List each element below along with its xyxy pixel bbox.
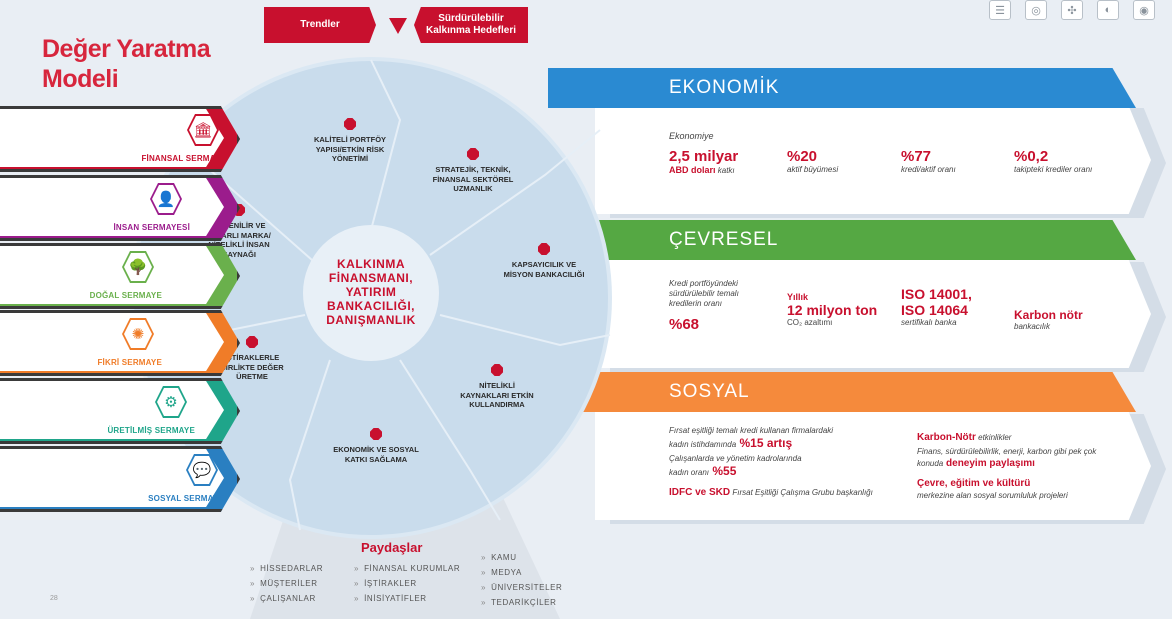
cevresel-d: Karbon nötr bankacılık [1014,308,1083,331]
sdg-button[interactable]: Sürdürülebilir Kalkınma Hedefleri [414,7,528,43]
sosyal-band: SOSYAL [548,372,1136,412]
page-title: Değer Yaratma Modeli [42,35,211,93]
compass-icon[interactable]: ◐ [1097,0,1119,20]
chat-icon: 💬 [186,454,218,486]
stakeholders-col1: » HİSSEDARLAR » MÜŞTERİLER » ÇALIŞANLAR [250,564,324,603]
dot-icon [370,428,382,440]
down-arrow-icon [389,18,407,34]
sosyal-left: Fırsat eşitliği temalı kredi kullanan fi… [669,426,873,498]
capital-finansal[interactable]: 🏛 FİNANSAL SERMAYE [0,106,240,172]
dot-icon [344,118,356,130]
gear-icon: ⚙ [155,386,187,418]
stakeholders-col3: » KAMU » MEDYA » ÜNİVERSİTELER » TEDARİKÇİLE… [481,553,563,607]
trendler-button[interactable]: Trendler [264,7,376,43]
capital-dogal[interactable]: 🌳 DOĞAL SERMAYE [0,243,240,309]
cevresel-b: Yıllık 12 milyon ton CO₂ azaltımı [787,292,878,327]
ekonomik-intro: Ekonomiye [669,131,714,141]
brain-icon: ✺ [122,318,154,350]
cevresel-a-value: %68 [669,316,700,333]
capital-uretilmis[interactable]: ⚙ ÜRETİLMİŞ SERMAYE [0,378,240,444]
globe-icon[interactable]: ◎ [1025,0,1047,20]
cevresel-c: ISO 14001, ISO 14064 sertifikalı banka [901,286,972,327]
cevresel-panel [595,260,1151,368]
capital-sosyal[interactable]: 💬 SOSYAL SERMAYE [0,446,240,512]
list-icon[interactable]: ☰ [989,0,1011,20]
wheel-segment: STRATEJİK, TEKNİK, FİNANSAL SEKTÖREL UZM… [423,148,523,194]
target-icon[interactable]: ◉ [1133,0,1155,20]
ekonomik-item: 2,5 milyar ABD doları katkı [669,148,739,175]
stakeholders-col2: » FİNANSAL KURUMLAR » İŞTİRAKLER » İNİSİYAT… [354,564,461,603]
stakeholders-title: Paydaşlar [361,540,423,555]
wheel-segment: NİTELİKLİ KAYNAKLARI ETKİN KULLANDIRMA [447,364,547,410]
sosyal-right: Karbon-Nötr etkinlikler Finans, sürdürül… [917,432,1097,500]
ekonomik-item: %77 kredi/aktif oranı [901,148,956,174]
ekonomik-band: EKONOMİK [548,68,1136,108]
wheel-segment: İŞTİRAKLERLE BİRLİKTE DEĞER ÜRETME [202,336,302,382]
capital-fikri[interactable]: ✺ FİKRİ SERMAYE [0,310,240,376]
wheel-segment: KAPSAYICILIK VE MİSYON BANKACILIĞI [494,243,594,279]
ekonomik-panel [595,106,1151,214]
dot-icon [491,364,503,376]
wheel-center [303,225,439,361]
network-icon[interactable]: ✣ [1061,0,1083,20]
page-number: 28 [50,595,58,602]
wheel-segment: EKONOMİK VE SOSYAL KATKI SAĞLAMA [326,428,426,464]
dot-icon [538,243,550,255]
wheel-center-text: KALKINMA FİNANSMANI, YATIRIM BANKACILIĞI… [326,257,416,327]
cevresel-band: ÇEVRESEL [548,220,1136,260]
dot-icon [467,148,479,160]
sosyal-panel [595,412,1151,520]
ekonomik-item: %20 aktif büyümesi [787,148,839,174]
cevresel-a: Kredi portföyündeki sürdürülebilir temal… [669,279,739,308]
tree-icon: 🌳 [122,251,154,283]
ekonomik-item: %0,2 takipteki krediler oranı [1014,148,1093,174]
capital-insan[interactable]: 👤 İNSAN SERMAYESİ [0,175,240,241]
wheel-segment: KALİTELİ PORTFÖY YAPISI/ETKİN RİSK YÖNET… [300,118,400,164]
dot-icon [246,336,258,348]
